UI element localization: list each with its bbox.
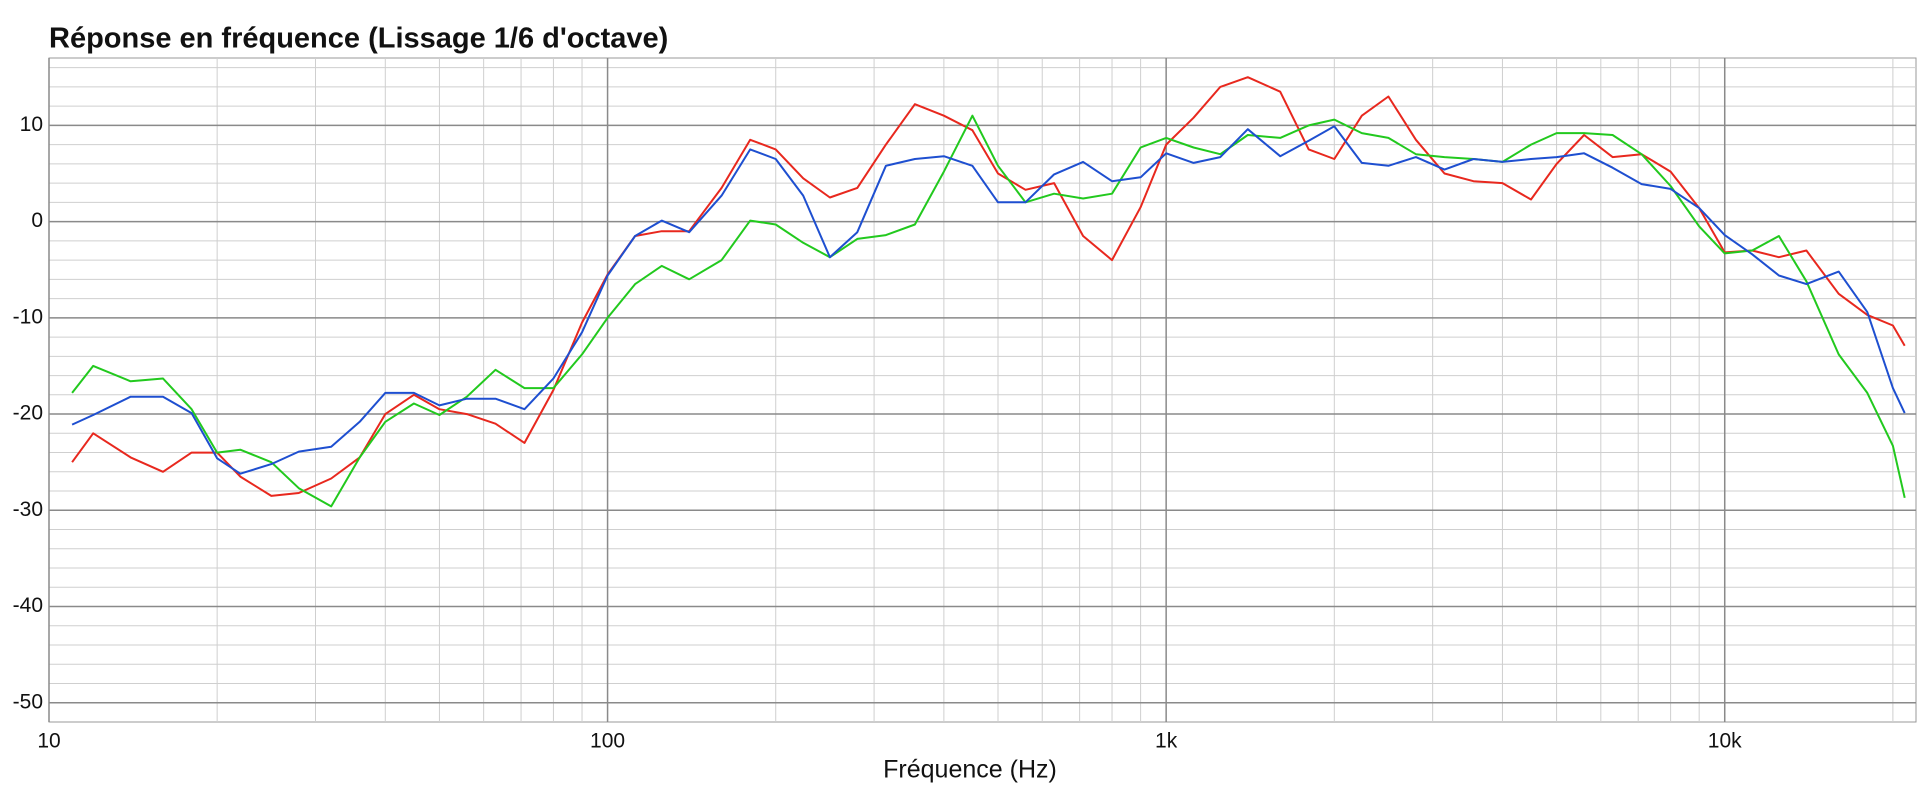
x-axis-label: Fréquence (Hz) (883, 756, 1057, 784)
y-tick-label: 0 (31, 209, 43, 232)
x-tick-label: 1k (1155, 730, 1178, 753)
y-tick-label: 10 (20, 113, 43, 136)
y-tick-label: -30 (13, 498, 43, 521)
x-tick-label: 10 (37, 730, 60, 753)
y-tick-label: -10 (13, 305, 43, 328)
chart-title: Réponse en fréquence (Lissage 1/6 d'octa… (49, 23, 668, 55)
plot-area (48, 57, 1917, 723)
y-tick-label: -50 (13, 690, 43, 713)
y-tick-label: -40 (13, 594, 43, 617)
x-tick-label: 10k (1708, 730, 1742, 753)
series-line (71, 76, 1906, 497)
x-tick-label: 100 (590, 730, 625, 753)
series-line (71, 114, 1906, 508)
y-tick-label: -20 (13, 402, 43, 425)
series-line (71, 125, 1906, 475)
